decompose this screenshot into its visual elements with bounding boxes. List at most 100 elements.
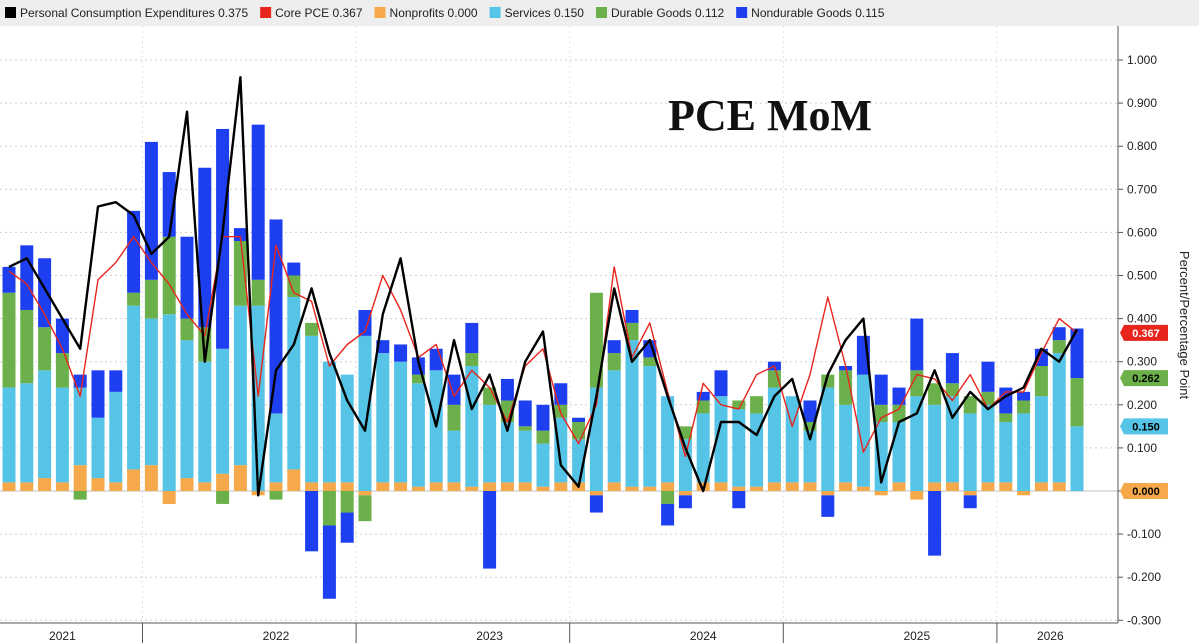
y-axis-title: Percent/Percentage Point <box>1177 251 1192 400</box>
bar-nondurable-goods-41 <box>732 491 746 509</box>
x-year-label-3: 2024 <box>690 629 717 643</box>
bar-services-48 <box>856 374 870 487</box>
bar-nonprofits-6 <box>109 482 123 491</box>
bar-nonprofits-7 <box>127 469 141 491</box>
bar-nonprofits-29 <box>518 482 532 491</box>
chart-title: PCE MoM <box>668 91 872 140</box>
bar-nonprofits-26 <box>465 486 479 491</box>
legend-swatch-5 <box>736 7 748 18</box>
bar-nonprofits-53 <box>945 482 959 491</box>
y-tick-label-3: 0.700 <box>1127 182 1157 196</box>
bar-nonprofits-52 <box>928 482 942 491</box>
bar-nondurable-goods-17 <box>305 491 319 552</box>
bar-nonprofits-11 <box>198 482 212 491</box>
x-year-label-2: 2023 <box>476 629 503 643</box>
end-tag-label-2: 0.150 <box>1132 421 1160 433</box>
bar-durable-goods-49 <box>874 404 888 423</box>
y-tick-label-9: 0.100 <box>1127 441 1157 455</box>
bar-services-58 <box>1034 396 1048 483</box>
bar-durable-goods-54 <box>963 396 977 414</box>
x-year-label-0: 2021 <box>49 629 76 643</box>
bar-nondurable-goods-5 <box>91 370 105 418</box>
bar-nonprofits-35 <box>625 486 639 491</box>
bar-nonprofits-57 <box>1017 491 1031 496</box>
bar-durable-goods-60 <box>1070 378 1084 427</box>
y-tick-label-11: -0.100 <box>1127 527 1161 541</box>
bar-durable-goods-9 <box>162 236 176 315</box>
bar-nonprofits-9 <box>162 491 176 504</box>
bar-nondurable-goods-13 <box>233 228 247 242</box>
bar-nondurable-goods-38 <box>678 495 692 509</box>
bar-nonprofits-16 <box>287 469 301 491</box>
bar-services-29 <box>518 430 532 483</box>
bar-services-8 <box>144 318 158 466</box>
bar-nonprofits-59 <box>1052 482 1066 491</box>
bar-nondurable-goods-55 <box>981 361 995 392</box>
bar-nonprofits-19 <box>340 482 354 491</box>
legend-label-2: Nonprofits 0.000 <box>390 6 478 20</box>
bar-nondurable-goods-50 <box>892 387 906 405</box>
bar-nondurable-goods-40 <box>714 370 728 397</box>
legend-swatch-1 <box>260 7 272 18</box>
bar-nondurable-goods-60 <box>1070 328 1084 379</box>
y-tick-label-0: 1.000 <box>1127 53 1157 67</box>
bar-durable-goods-12 <box>216 491 230 504</box>
bar-services-60 <box>1070 426 1084 491</box>
bar-nondurable-goods-25 <box>447 374 461 405</box>
bar-nonprofits-54 <box>963 491 977 496</box>
x-year-label-1: 2022 <box>263 629 290 643</box>
bar-durable-goods-57 <box>1017 400 1031 414</box>
bar-services-46 <box>821 387 835 491</box>
bar-durable-goods-45 <box>803 422 817 431</box>
bar-nondurable-goods-29 <box>518 400 532 427</box>
bar-nonprofits-28 <box>500 482 514 491</box>
bar-durable-goods-42 <box>750 396 764 414</box>
bar-services-6 <box>109 391 123 483</box>
y-tick-label-8: 0.200 <box>1127 398 1157 412</box>
bar-nondurable-goods-8 <box>144 141 158 280</box>
bar-durable-goods-55 <box>981 391 995 405</box>
bar-nondurable-goods-35 <box>625 309 639 323</box>
bar-durable-goods-35 <box>625 322 639 341</box>
bar-nonprofits-1 <box>20 482 34 491</box>
bar-nondurable-goods-10 <box>180 236 194 319</box>
bar-services-28 <box>500 422 514 483</box>
bar-durable-goods-1 <box>20 309 34 384</box>
bar-services-51 <box>910 396 924 491</box>
lines <box>8 75 1079 497</box>
bar-services-41 <box>732 409 746 487</box>
bar-nonprofits-37 <box>661 482 675 491</box>
bar-services-30 <box>536 443 550 487</box>
bar-services-5 <box>91 417 105 479</box>
bar-services-21 <box>376 353 390 483</box>
bar-nonprofits-56 <box>999 482 1013 491</box>
bar-durable-goods-27 <box>483 387 497 405</box>
bar-durable-goods-4 <box>73 491 87 500</box>
bar-services-23 <box>411 383 425 487</box>
bar-nondurable-goods-18 <box>322 525 336 599</box>
bar-durable-goods-25 <box>447 404 461 431</box>
bar-nonprofits-22 <box>394 482 408 491</box>
line-core-pce <box>8 235 1078 458</box>
bar-nondurable-goods-51 <box>910 318 924 371</box>
bar-services-15 <box>269 413 283 483</box>
bar-nonprofits-34 <box>607 482 621 491</box>
bar-services-0 <box>2 387 16 483</box>
bar-services-10 <box>180 340 194 479</box>
end-tag-label-1: 0.262 <box>1132 373 1160 385</box>
bar-services-56 <box>999 422 1013 483</box>
bar-nonprofits-38 <box>678 491 692 496</box>
end-value-tags: 0.367 0.262 0.150 0.000 <box>1120 324 1168 499</box>
bar-services-12 <box>216 348 230 474</box>
bar-services-27 <box>483 404 497 483</box>
bar-durable-goods-53 <box>945 383 959 397</box>
bar-services-13 <box>233 305 247 466</box>
legend-swatch-4 <box>595 7 607 18</box>
bar-durable-goods-15 <box>269 491 283 500</box>
bar-durable-goods-29 <box>518 426 532 431</box>
bar-services-7 <box>127 305 141 470</box>
bar-durable-goods-50 <box>892 404 906 423</box>
bar-durable-goods-0 <box>2 292 16 388</box>
line-personal-consumption-expenditures <box>8 75 1079 497</box>
